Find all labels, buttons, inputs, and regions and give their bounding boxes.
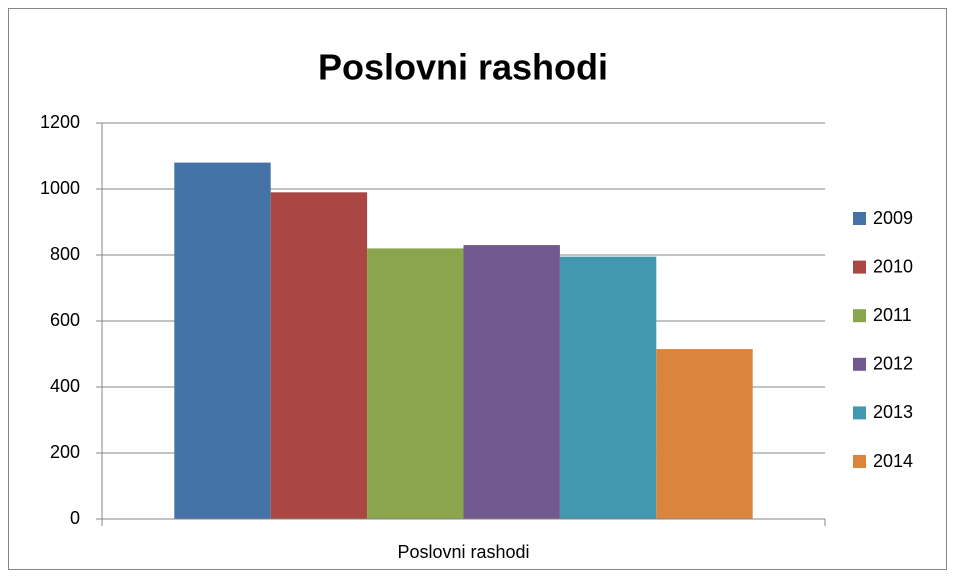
y-tick-label: 0 [70,508,80,528]
y-tick-label: 1000 [40,178,80,198]
legend-label: 2014 [873,451,913,471]
legend-swatch [853,212,866,225]
legend-label: 2011 [873,305,912,325]
legend-swatch [853,357,866,371]
legend-swatch [853,309,866,323]
y-tick-label: 1200 [40,112,80,132]
y-tick-label: 800 [50,244,80,264]
legend-label: 2009 [873,208,913,228]
bar [559,256,657,519]
bar [174,162,271,519]
bar [463,245,560,519]
y-tick-label: 200 [50,442,80,462]
chart-title: Poslovni rashodi [318,47,608,88]
legend-swatch [853,406,866,420]
legend-label: 2010 [873,256,913,276]
legend-swatch [853,260,866,274]
bar [270,192,368,520]
legend-swatch [853,455,866,468]
legend-label: 2013 [873,402,913,422]
bar [656,349,753,519]
y-tick-label: 600 [50,310,80,330]
bar [367,248,464,519]
legend-label: 2012 [873,354,913,374]
y-tick-label: 400 [50,376,80,396]
x-tick-label: Poslovni rashodi [397,542,529,562]
